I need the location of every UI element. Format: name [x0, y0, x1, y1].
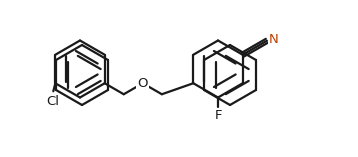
Text: N: N — [269, 33, 279, 46]
Text: F: F — [214, 109, 222, 122]
Text: Cl: Cl — [46, 95, 59, 108]
Text: O: O — [137, 77, 148, 90]
